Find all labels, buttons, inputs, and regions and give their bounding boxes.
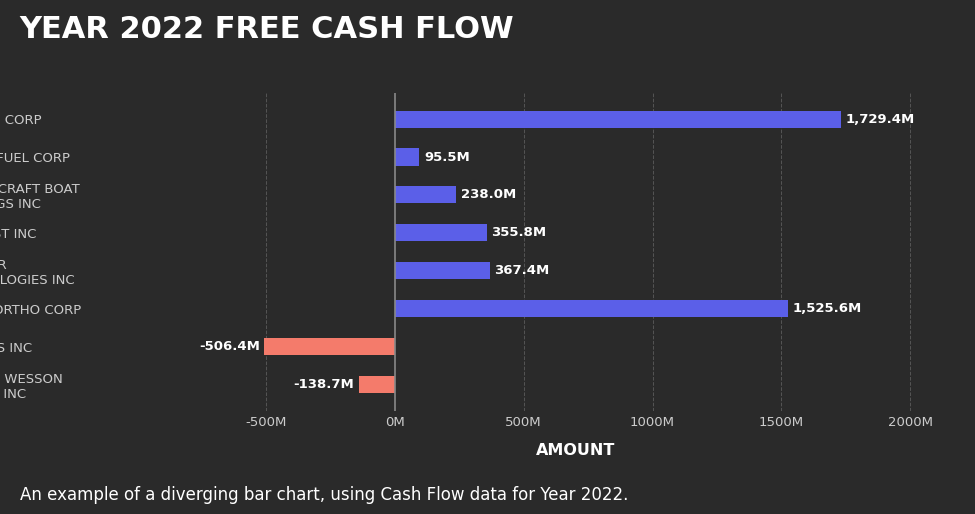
Bar <box>395 300 788 317</box>
Text: -138.7M: -138.7M <box>293 378 355 391</box>
Text: 1,525.6M: 1,525.6M <box>793 302 862 315</box>
Bar <box>395 111 840 127</box>
Text: An example of a diverging bar chart, using Cash Flow data for Year 2022.: An example of a diverging bar chart, usi… <box>20 486 628 504</box>
Text: 355.8M: 355.8M <box>491 226 546 240</box>
Bar <box>395 224 487 242</box>
Text: 238.0M: 238.0M <box>461 189 516 201</box>
Text: 95.5M: 95.5M <box>424 151 470 163</box>
Bar <box>264 338 395 355</box>
X-axis label: AMOUNT: AMOUNT <box>535 443 615 458</box>
Bar <box>359 376 395 393</box>
Text: -506.4M: -506.4M <box>199 340 259 353</box>
Bar <box>395 187 456 204</box>
Bar <box>395 149 419 166</box>
Text: 1,729.4M: 1,729.4M <box>845 113 915 125</box>
Text: YEAR 2022 FREE CASH FLOW: YEAR 2022 FREE CASH FLOW <box>20 15 514 44</box>
Text: 367.4M: 367.4M <box>494 264 550 278</box>
Bar <box>395 262 489 280</box>
